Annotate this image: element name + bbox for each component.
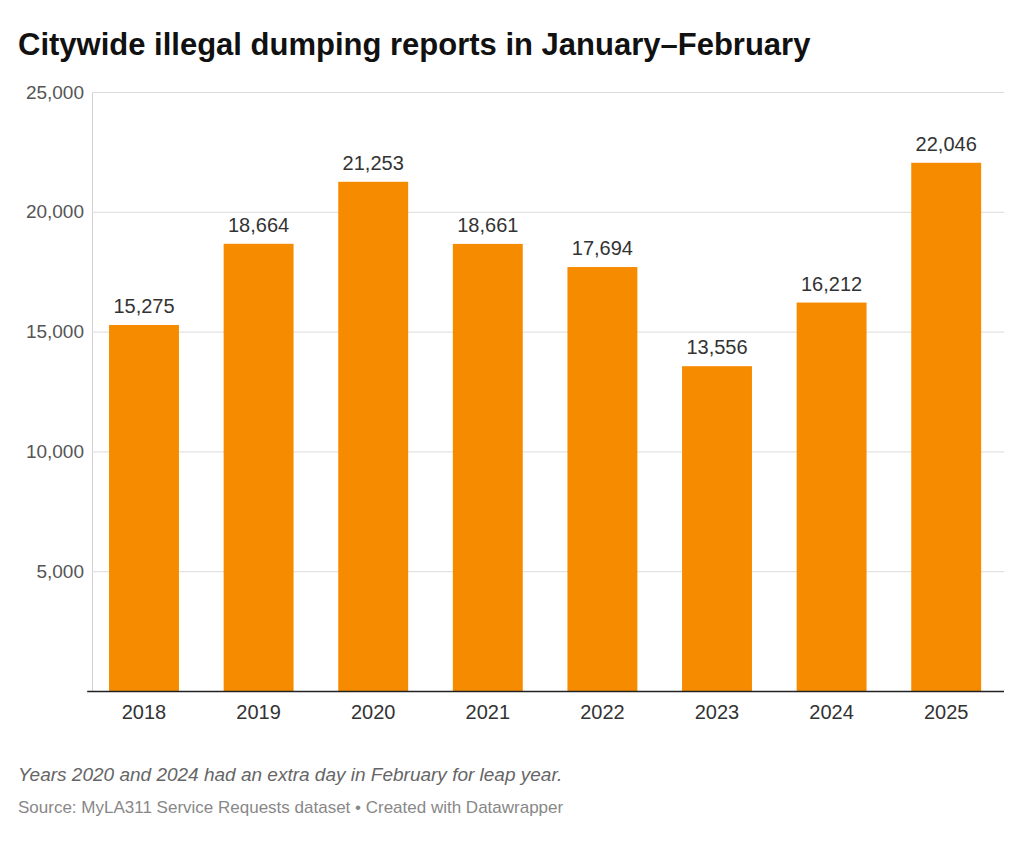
title: Citywide illegal dumping reports in Janu… <box>18 27 811 62</box>
x-axis: 2018 2019 2020 2021 2022 2023 2024 2025 <box>87 691 1004 723</box>
data-labels: 15,275 18,664 21,253 18,661 17,694 13,556 16,2… <box>113 133 976 358</box>
data-label: 18,664 <box>228 214 289 236</box>
y-tick-label: 25,000 <box>26 82 84 103</box>
data-label: 18,661 <box>457 214 518 236</box>
x-tick: 2021 <box>466 691 511 723</box>
y-tick-label: 15,000 <box>26 321 84 342</box>
data-label: 22,046 <box>916 133 977 155</box>
y-tick-label: 5,000 <box>36 561 84 582</box>
y-tick-label: 10,000 <box>26 441 84 462</box>
bar <box>911 163 981 691</box>
bar <box>797 303 867 691</box>
x-tick: 2022 <box>580 691 625 723</box>
x-tick-label: 2022 <box>580 701 625 723</box>
baseline <box>87 691 1004 693</box>
grid-line <box>92 212 1004 213</box>
x-tick: 2023 <box>695 691 740 723</box>
y-tick-label: 20,000 <box>26 201 84 222</box>
x-tick-label: 2025 <box>924 701 969 723</box>
y-axis-line <box>92 93 93 692</box>
chart: Citywide illegal dumping reports in Janu… <box>0 0 1024 842</box>
x-tick-label: 2023 <box>695 701 740 723</box>
x-tick: 2019 <box>236 691 281 723</box>
x-tick: 2018 <box>122 691 167 723</box>
bar <box>453 244 523 691</box>
grid-line <box>92 92 1004 93</box>
bar <box>567 267 637 691</box>
x-tick-label: 2020 <box>351 701 396 723</box>
x-tick-label: 2024 <box>809 701 854 723</box>
bars <box>109 163 981 691</box>
y-tick: 25,000 <box>26 82 1004 103</box>
bar <box>109 325 179 691</box>
note: Years 2020 and 2024 had an extra day in … <box>18 764 562 785</box>
bar <box>338 182 408 691</box>
x-tick: 2020 <box>351 691 396 723</box>
data-label: 15,275 <box>113 295 174 317</box>
bar <box>682 366 752 691</box>
x-tick-label: 2021 <box>466 701 511 723</box>
x-tick-label: 2018 <box>122 701 167 723</box>
x-tick: 2025 <box>924 691 969 723</box>
data-label: 13,556 <box>686 336 747 358</box>
data-label: 21,253 <box>343 152 404 174</box>
data-label: 16,212 <box>801 273 862 295</box>
source: Source: MyLA311 Service Requests dataset… <box>18 798 564 817</box>
bar <box>224 244 294 691</box>
data-label: 17,694 <box>572 237 633 259</box>
x-tick-label: 2019 <box>236 701 281 723</box>
y-axis: 5,000 10,000 15,000 20,000 25,000 <box>26 82 1004 692</box>
x-tick: 2024 <box>809 691 854 723</box>
